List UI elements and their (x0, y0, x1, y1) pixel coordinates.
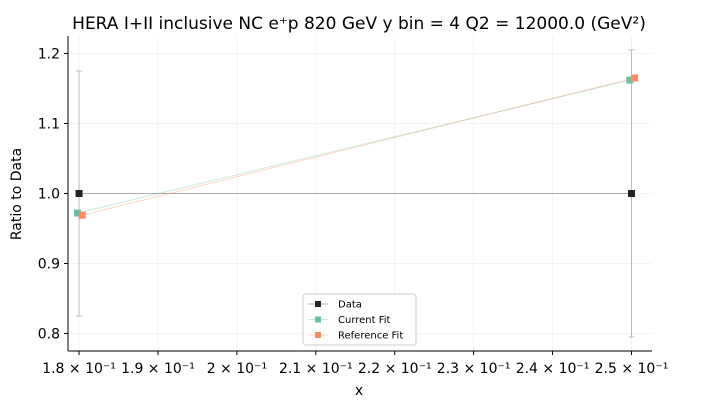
x-tick-label: 2.1 × 10⁻¹ (279, 361, 353, 377)
series-reference-fit (78, 74, 639, 219)
series-current-fit (73, 76, 634, 217)
y-tick-label: 1.0 (38, 187, 60, 203)
y-tick-label: 0.8 (38, 327, 60, 343)
data-point (75, 190, 83, 197)
series-layer (73, 49, 639, 338)
legend-marker (315, 301, 321, 307)
y-tick-label: 0.9 (38, 257, 60, 273)
x-tick-label: 2.2 × 10⁻¹ (358, 361, 432, 377)
legend-label: Current Fit (338, 315, 391, 326)
x-ticks: 1.8 × 10⁻¹ 1.9 × 10⁻¹ 2 × 10⁻¹ 2.1 × 10⁻¹ 2.… (42, 351, 668, 377)
x-tick-label: 1.8 × 10⁻¹ (42, 361, 116, 377)
data-point (73, 209, 81, 217)
legend-box (302, 293, 417, 346)
x-tick-label: 2.3 × 10⁻¹ (437, 361, 511, 377)
legend: Data Current Fit Reference Fit (302, 293, 417, 346)
y-tick-label: 1.1 (38, 117, 60, 133)
y-axis-label: Ratio to Data (9, 148, 25, 240)
series-line (77, 79, 631, 214)
x-tick-label: 2.5 × 10⁻¹ (595, 361, 669, 377)
y-tick-label: 1.2 (38, 47, 60, 63)
chart-title: HERA I+II inclusive NC e⁺p 820 GeV y bin… (72, 14, 646, 34)
data-point (78, 211, 86, 219)
x-tick-label: 1.9 × 10⁻¹ (121, 361, 195, 377)
legend-label: Data (338, 300, 362, 311)
x-tick-label: 2 × 10⁻¹ (207, 361, 267, 377)
legend-label: Reference Fit (338, 331, 403, 342)
data-point (627, 190, 635, 197)
data-point (631, 74, 639, 82)
legend-marker (315, 332, 321, 338)
data-point (626, 76, 634, 84)
y-ticks: 0.8 0.9 1.0 1.1 1.2 (38, 47, 68, 343)
legend-marker (315, 316, 321, 323)
series-data (75, 49, 635, 338)
series-line (82, 77, 635, 216)
x-tick-label: 2.4 × 10⁻¹ (516, 361, 590, 377)
x-axis-label: x (355, 383, 363, 399)
